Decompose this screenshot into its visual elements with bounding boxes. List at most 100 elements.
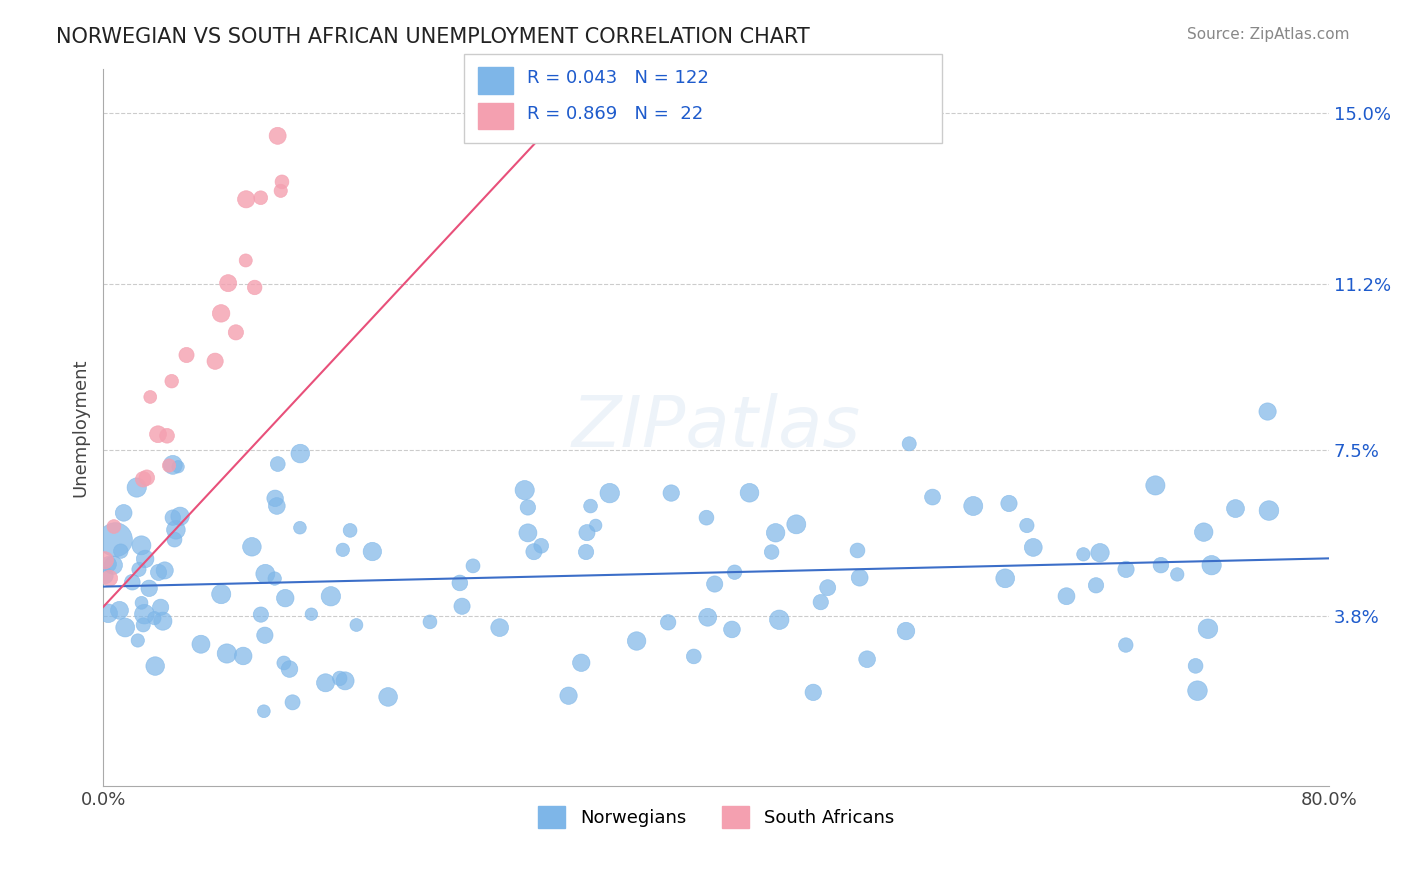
Point: [250, 607, 273, 622]
Point: [332, 542, 354, 557]
Point: [278, 662, 301, 676]
Point: [451, 599, 474, 614]
Point: [235, 192, 257, 206]
Point: [263, 572, 285, 586]
Point: [1201, 558, 1223, 573]
Point: [94, 553, 117, 567]
Y-axis label: Unemployment: Unemployment: [72, 359, 89, 497]
Point: [1150, 558, 1173, 573]
Point: [134, 552, 156, 566]
Point: [139, 390, 162, 404]
Point: [217, 276, 239, 290]
Point: [134, 607, 156, 622]
Point: [575, 545, 598, 559]
Point: [682, 649, 704, 664]
Point: [148, 566, 170, 580]
Point: [419, 615, 441, 629]
Point: [165, 523, 187, 537]
Point: [1187, 683, 1209, 698]
Point: [696, 610, 718, 624]
Point: [143, 659, 166, 673]
Point: [162, 510, 184, 524]
Legend: Norwegians, South Africans: Norwegians, South Africans: [531, 798, 901, 835]
Point: [110, 544, 132, 558]
Point: [299, 607, 322, 622]
Point: [235, 253, 257, 268]
Text: ZIPatlas: ZIPatlas: [572, 393, 860, 462]
Point: [1015, 518, 1038, 533]
Point: [132, 618, 155, 632]
Point: [132, 472, 155, 486]
Point: [1197, 622, 1219, 636]
Point: [659, 486, 682, 500]
Point: [266, 499, 288, 513]
Point: [254, 566, 277, 581]
Point: [785, 517, 807, 532]
Point: [768, 613, 790, 627]
Point: [270, 184, 292, 198]
Text: R = 0.043   N = 122: R = 0.043 N = 122: [527, 70, 709, 87]
Point: [167, 459, 190, 474]
Point: [339, 524, 361, 538]
Point: [998, 496, 1021, 510]
Point: [856, 652, 879, 666]
Point: [329, 672, 352, 686]
Point: [449, 576, 471, 591]
Text: NORWEGIAN VS SOUTH AFRICAN UNEMPLOYMENT CORRELATION CHART: NORWEGIAN VS SOUTH AFRICAN UNEMPLOYMENT …: [56, 27, 810, 46]
Point: [333, 673, 356, 688]
Point: [152, 614, 174, 628]
Point: [273, 656, 295, 670]
Point: [361, 544, 384, 558]
Point: [240, 540, 263, 554]
Point: [962, 499, 984, 513]
Point: [513, 483, 536, 497]
Point: [898, 437, 921, 451]
Point: [488, 621, 510, 635]
Point: [104, 533, 127, 547]
Point: [1258, 503, 1281, 517]
Point: [215, 647, 238, 661]
Point: [127, 633, 149, 648]
Point: [131, 596, 153, 610]
Point: [703, 577, 725, 591]
Point: [243, 280, 266, 294]
Point: [253, 704, 276, 718]
Point: [271, 175, 294, 189]
Point: [94, 568, 117, 582]
Point: [1085, 578, 1108, 592]
Text: R = 0.869   N =  22: R = 0.869 N = 22: [527, 105, 703, 123]
Point: [319, 589, 342, 603]
Point: [138, 582, 160, 596]
Point: [204, 354, 226, 368]
Point: [176, 348, 198, 362]
Point: [190, 637, 212, 651]
Point: [249, 191, 271, 205]
Point: [103, 558, 125, 573]
Point: [346, 618, 368, 632]
Point: [1184, 658, 1206, 673]
Point: [112, 506, 135, 520]
Point: [523, 544, 546, 558]
Point: [994, 571, 1017, 585]
Point: [599, 486, 621, 500]
Point: [143, 611, 166, 625]
Point: [146, 427, 169, 442]
Text: Source: ZipAtlas.com: Source: ZipAtlas.com: [1187, 27, 1350, 42]
Point: [156, 429, 179, 443]
Point: [160, 374, 183, 388]
Point: [1192, 525, 1215, 540]
Point: [657, 615, 679, 630]
Point: [97, 607, 120, 621]
Point: [169, 509, 191, 524]
Point: [1115, 638, 1137, 652]
Point: [530, 539, 553, 553]
Point: [135, 470, 157, 484]
Point: [846, 543, 869, 558]
Point: [267, 457, 290, 471]
Point: [125, 481, 148, 495]
Point: [721, 623, 744, 637]
Point: [801, 685, 824, 699]
Point: [626, 634, 648, 648]
Point: [114, 621, 136, 635]
Point: [288, 521, 311, 535]
